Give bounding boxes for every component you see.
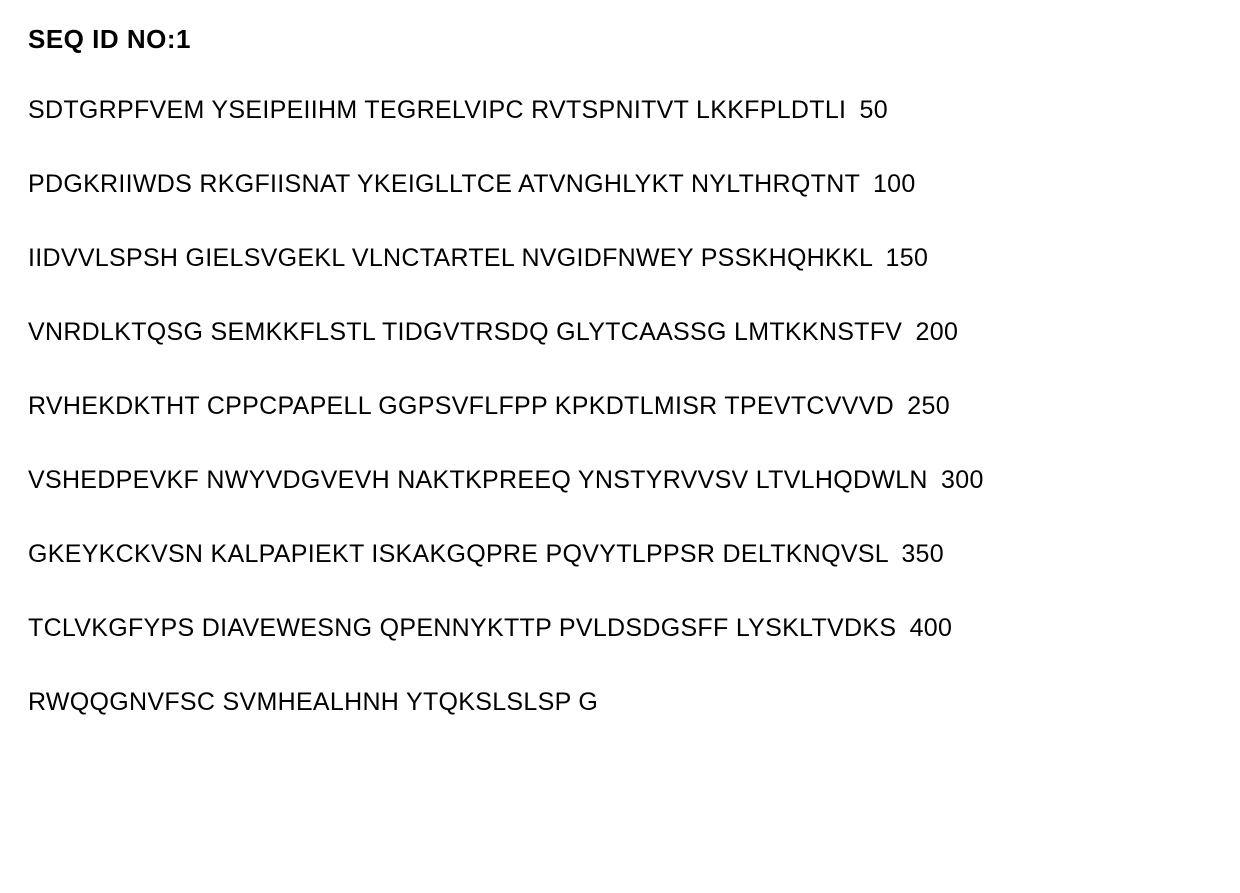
- sequence-line: VNRDLKTQSG SEMKKFLSTL TIDGVTRSDQ GLYTCAA…: [28, 317, 1212, 347]
- sequence-line: VSHEDPEVKF NWYVDGVEVH NAKTKPREEQ YNSTYRV…: [28, 465, 1212, 495]
- position-number: 150: [886, 244, 929, 272]
- sequence-block: RVHEKDKTHT: [28, 392, 200, 420]
- position-number: 350: [901, 540, 944, 568]
- sequence-block: RVTSPNITVT: [531, 96, 689, 124]
- sequence-block: LTVLHQDWLN: [756, 466, 928, 494]
- sequence-block: YNSTYRVVSV: [578, 466, 749, 494]
- sequence-block: DIAVEWESNG: [202, 614, 373, 642]
- sequence-block: LYSKLTVDKS: [736, 614, 896, 642]
- position-number: 400: [910, 614, 953, 642]
- sequence-block: NAKTKPREEQ: [397, 466, 571, 494]
- sequence-block: PQVYTLPPSR: [546, 540, 716, 568]
- sequence-block: TPEVTCVVVD: [724, 392, 894, 420]
- sequence-block: RKGFIISNAT: [199, 170, 350, 198]
- sequence-block: PVLDSDGSFF: [559, 614, 729, 642]
- sequence-block: NYLTHRQTNT: [691, 170, 860, 198]
- position-number: 200: [916, 318, 959, 346]
- sequence-block: NWYVDGVEVH: [206, 466, 390, 494]
- sequence-block: VNRDLKTQSG: [28, 318, 203, 346]
- sequence-block: GGPSVFLFPP: [378, 392, 547, 420]
- sequence-block: CPPCPAPELL: [207, 392, 371, 420]
- sequence-block: SDTGRPFVEM: [28, 96, 205, 124]
- sequence-block: LMTKKNSTFV: [734, 318, 902, 346]
- sequence-block: YSEIPEIIHM: [211, 96, 357, 124]
- sequence-block: YKEIGLLTCE: [357, 170, 512, 198]
- sequence-line: TCLVKGFYPS DIAVEWESNG QPENNYKTTP PVLDSDG…: [28, 613, 1212, 643]
- sequence-block: ISKAKGQPRE: [371, 540, 538, 568]
- position-number: 300: [941, 466, 984, 494]
- sequence-line: GKEYKCKVSN KALPAPIEKT ISKAKGQPRE PQVYTLP…: [28, 539, 1212, 569]
- sequence-block: KALPAPIEKT: [211, 540, 365, 568]
- sequence-line: RVHEKDKTHT CPPCPAPELL GGPSVFLFPP KPKDTLM…: [28, 391, 1212, 421]
- sequence-block: TCLVKGFYPS: [28, 614, 194, 642]
- position-number: 250: [907, 392, 950, 420]
- sequence-block: NVGIDFNWEY: [521, 244, 693, 272]
- sequence-block: QPENNYKTTP: [380, 614, 552, 642]
- sequence-line: RWQQGNVFSC SVMHEALHNH YTQKSLSLSP G: [28, 687, 1212, 717]
- sequence-block: PDGKRIIWDS: [28, 170, 192, 198]
- sequence-block: DELTKNQVSL: [723, 540, 889, 568]
- sequence-block: PSSKHQHKKL: [701, 244, 873, 272]
- sequence-block: IIDVVLSPSH: [28, 244, 178, 272]
- sequence-block: TEGRELVIPC: [364, 96, 524, 124]
- sequence-line: SDTGRPFVEM YSEIPEIIHM TEGRELVIPC RVTSPNI…: [28, 95, 1212, 125]
- sequence-block: GLYTCAASSG: [556, 318, 727, 346]
- sequence-line: PDGKRIIWDS RKGFIISNAT YKEIGLLTCE ATVNGHL…: [28, 169, 1212, 199]
- sequence-block: VSHEDPEVKF: [28, 466, 199, 494]
- sequence-line: IIDVVLSPSH GIELSVGEKL VLNCTARTEL NVGIDFN…: [28, 243, 1212, 273]
- sequence-block: ATVNGHLYKT: [518, 170, 684, 198]
- sequence-block: SVMHEALHNH: [223, 688, 400, 716]
- sequence-block: VLNCTARTEL: [352, 244, 514, 272]
- sequence-block: TIDGVTRSDQ: [382, 318, 549, 346]
- position-number: 50: [860, 96, 888, 124]
- sequence-block: G: [578, 688, 598, 716]
- sequence-block: LKKFPLDTLI: [696, 96, 846, 124]
- sequence-block: KPKDTLMISR: [555, 392, 718, 420]
- position-number: 100: [873, 170, 916, 198]
- sequence-block: RWQQGNVFSC: [28, 688, 215, 716]
- sequence-body: SDTGRPFVEM YSEIPEIIHM TEGRELVIPC RVTSPNI…: [28, 95, 1212, 717]
- sequence-block: SEMKKFLSTL: [211, 318, 376, 346]
- sequence-block: YTQKSLSLSP: [406, 688, 571, 716]
- sequence-block: GKEYKCKVSN: [28, 540, 203, 568]
- sequence-block: GIELSVGEKL: [186, 244, 345, 272]
- sequence-id-header: SEQ ID NO:1: [28, 24, 1212, 55]
